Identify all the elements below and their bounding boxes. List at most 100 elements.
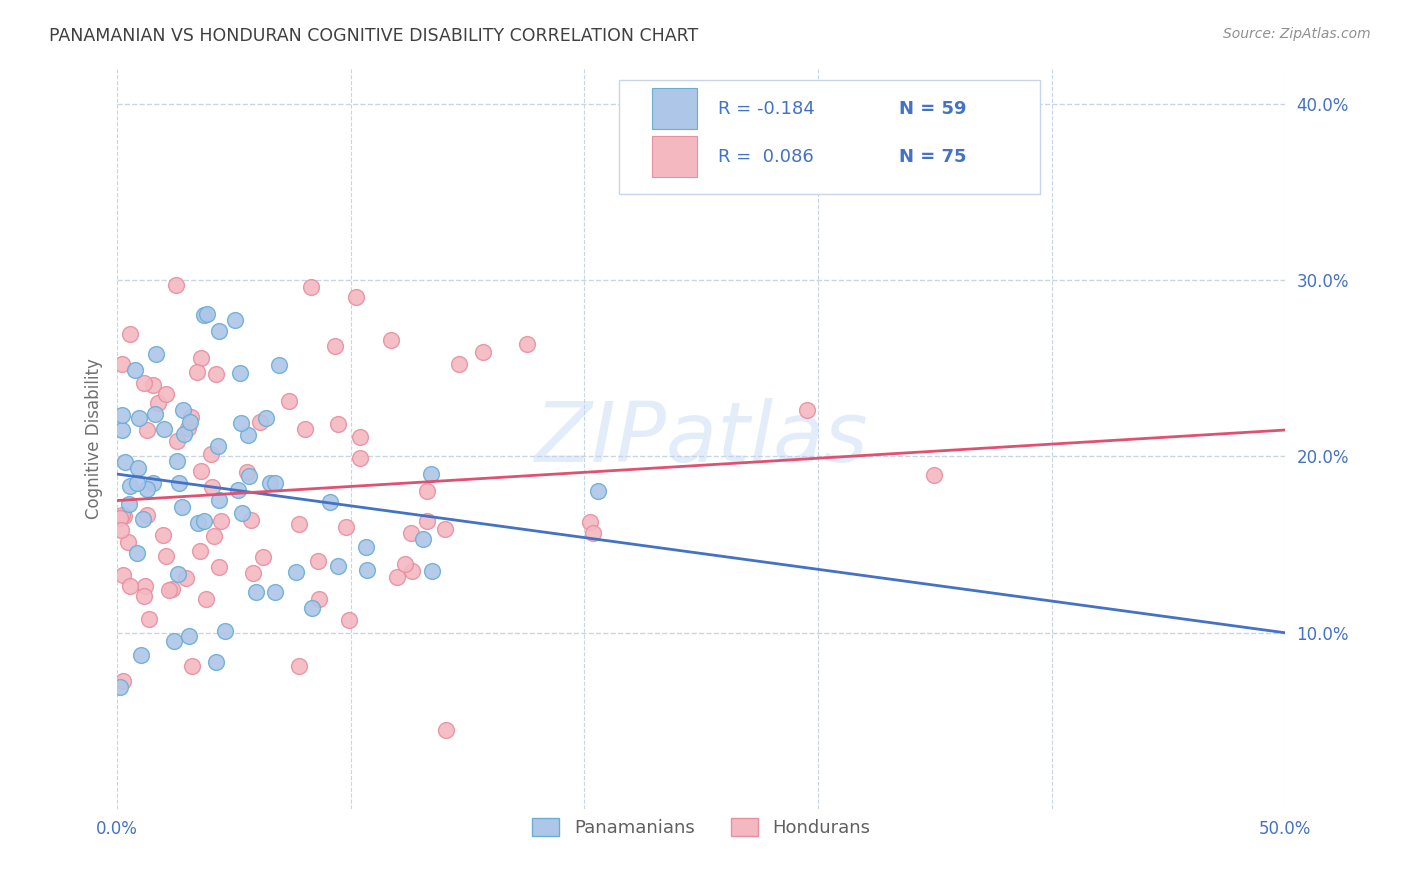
Point <box>152 527 174 541</box>
Point <box>166 434 188 448</box>
Point <box>301 601 323 615</box>
Point <box>173 427 195 442</box>
Point <box>180 410 202 425</box>
Point <box>263 475 285 490</box>
Point <box>307 554 329 568</box>
Point <box>193 514 215 528</box>
Point <box>111 408 134 422</box>
Point <box>516 336 538 351</box>
Point <box>420 467 443 481</box>
Point <box>240 513 263 527</box>
Point <box>420 564 443 578</box>
Point <box>179 415 201 429</box>
Text: ZIPatlas: ZIPatlas <box>534 399 868 479</box>
Point <box>236 465 259 479</box>
Point <box>399 526 422 541</box>
Point <box>180 659 202 673</box>
Point <box>201 480 224 494</box>
Point <box>308 591 330 606</box>
Point <box>111 508 134 523</box>
Point <box>157 582 180 597</box>
Point <box>284 565 307 579</box>
Point <box>134 589 156 603</box>
Point <box>166 277 188 292</box>
Point <box>263 585 285 599</box>
Point <box>299 280 322 294</box>
Point <box>188 544 211 558</box>
Point <box>143 407 166 421</box>
Point <box>259 475 281 490</box>
Point <box>186 365 208 379</box>
Point <box>134 580 156 594</box>
Point <box>267 359 290 373</box>
Point <box>586 483 609 498</box>
Point <box>110 523 132 537</box>
Point <box>288 659 311 673</box>
Legend: Panamanians, Hondurans: Panamanians, Hondurans <box>524 811 877 845</box>
Point <box>166 454 188 468</box>
Point <box>214 624 236 639</box>
Point <box>125 476 148 491</box>
Point <box>326 417 349 431</box>
Point <box>120 579 142 593</box>
Point <box>132 376 155 390</box>
Text: R =  0.086: R = 0.086 <box>717 148 813 166</box>
Point <box>277 393 299 408</box>
Point <box>114 455 136 469</box>
Point <box>228 366 250 380</box>
Point <box>287 516 309 531</box>
Point <box>323 339 346 353</box>
Point <box>416 483 439 498</box>
Point <box>231 416 253 430</box>
Point <box>112 673 135 688</box>
Point <box>127 461 149 475</box>
Point <box>337 613 360 627</box>
Point <box>124 363 146 377</box>
Point <box>401 565 423 579</box>
Point <box>582 525 605 540</box>
Point <box>125 545 148 559</box>
Point <box>160 582 183 596</box>
Point <box>112 508 135 523</box>
Point <box>194 591 217 606</box>
Text: Source: ZipAtlas.com: Source: ZipAtlas.com <box>1223 27 1371 41</box>
Point <box>131 511 153 525</box>
Bar <box>652 88 696 129</box>
Point <box>254 411 277 425</box>
Y-axis label: Cognitive Disability: Cognitive Disability <box>86 359 103 519</box>
Point <box>249 415 271 429</box>
Point <box>472 344 495 359</box>
Point <box>231 507 253 521</box>
Point <box>142 476 165 491</box>
Point <box>349 430 371 444</box>
Point <box>142 378 165 392</box>
Point <box>187 516 209 531</box>
Point <box>385 570 408 584</box>
Point <box>190 465 212 479</box>
Point <box>354 540 377 554</box>
Point <box>207 492 229 507</box>
Point <box>167 476 190 491</box>
Point <box>319 495 342 509</box>
Point <box>578 515 600 529</box>
Point <box>796 402 818 417</box>
Point <box>190 351 212 365</box>
Point <box>108 511 131 525</box>
Point <box>208 559 231 574</box>
Bar <box>652 136 696 177</box>
Point <box>155 386 177 401</box>
Point <box>197 306 219 320</box>
Point <box>238 427 260 442</box>
Point <box>145 347 167 361</box>
Point <box>138 612 160 626</box>
Point <box>294 422 316 436</box>
Point <box>129 648 152 663</box>
Point <box>136 508 159 523</box>
Point <box>152 421 174 435</box>
Point <box>128 411 150 425</box>
Point <box>447 357 470 371</box>
Text: N = 75: N = 75 <box>898 148 966 166</box>
Point <box>200 447 222 461</box>
Point <box>226 483 249 498</box>
Point <box>167 566 190 581</box>
